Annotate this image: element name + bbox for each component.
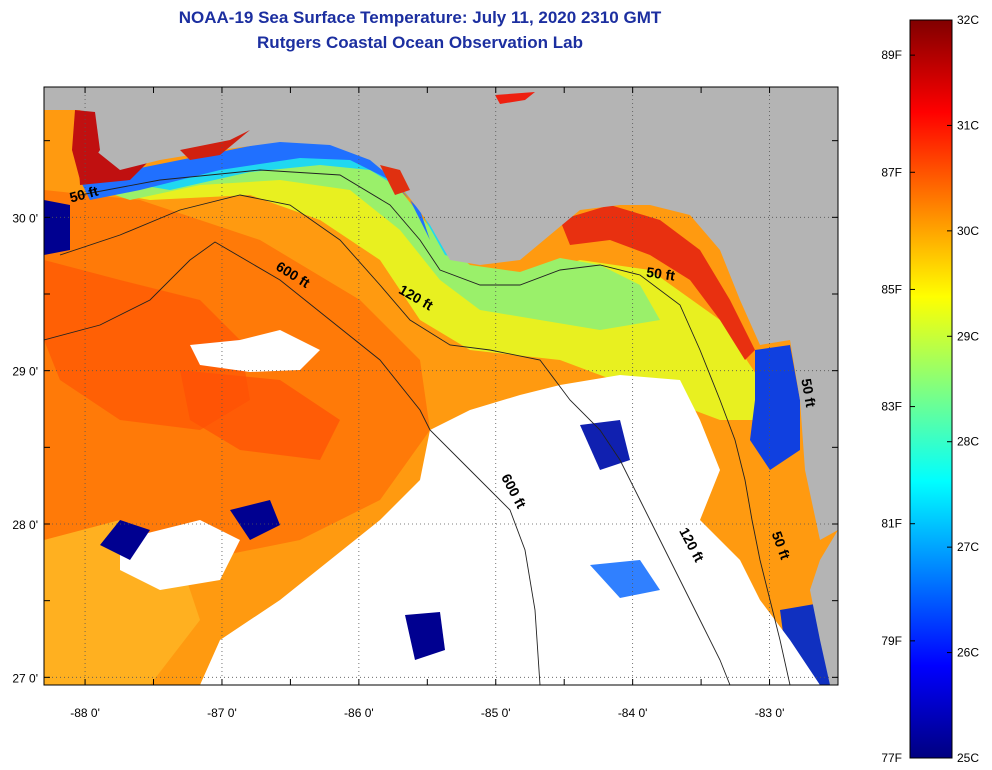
- cloud-edge-east: [580, 420, 630, 470]
- isobath-600ft: [44, 241, 541, 685]
- bay-mobile: [72, 110, 100, 180]
- colorbar-labels: 32C 31C 30C 29C 28C 27C 26C 25C 89F 87F 85F 83F 81F 7…: [881, 13, 979, 765]
- lon-tick-label: -87 0': [207, 706, 237, 720]
- celsius-label: 28C: [957, 435, 979, 449]
- bay-pensacola: [180, 130, 250, 160]
- contour-label: 50 ft: [798, 377, 819, 408]
- hot-strip-big-bend: [560, 205, 755, 360]
- chart-subtitle: Rutgers Coastal Ocean Observation Lab: [257, 33, 583, 52]
- celsius-label: 32C: [957, 13, 979, 27]
- fahrenheit-label: 81F: [881, 517, 902, 531]
- axis-ticks: -88 0' -87 0' -86 0' -85 0' -84 0' -83 0' 27 0…: [12, 87, 839, 720]
- contour-label: 50 ft: [645, 264, 676, 284]
- lon-tick-label: -85 0': [481, 706, 511, 720]
- bay-apalachicola: [380, 165, 410, 195]
- lon-tick-label: -86 0': [344, 706, 374, 720]
- celsius-label: 25C: [957, 751, 979, 765]
- isobath-50ft: [79, 169, 791, 685]
- cloud-edge-south: [405, 612, 445, 660]
- cloud-edge-southeast: [590, 560, 660, 598]
- fahrenheit-label: 77F: [881, 751, 902, 765]
- coastal-band-yellow: [90, 155, 770, 420]
- cloud-edge-center: [230, 500, 280, 540]
- cloud-mask-main: [200, 375, 820, 685]
- celsius-label: 26C: [957, 646, 979, 660]
- fahrenheit-label: 83F: [881, 400, 902, 414]
- cloud-edge-far-west: [44, 200, 70, 255]
- lat-tick-label: 30 0': [12, 211, 38, 225]
- celsius-label: 29C: [957, 329, 979, 343]
- cloud-edge-west: [100, 520, 150, 560]
- contour-label: 50 ft: [68, 183, 100, 206]
- land-north-coast: [44, 87, 838, 540]
- coastal-band-blue: [80, 140, 430, 240]
- land-southeast-coast: [810, 530, 838, 685]
- fahrenheit-label: 89F: [881, 48, 902, 62]
- fahrenheit-label: 79F: [881, 634, 902, 648]
- hot-region-central: [180, 370, 340, 460]
- celsius-label: 30C: [957, 224, 979, 238]
- map-frame: [43, 86, 839, 686]
- fahrenheit-label: 85F: [881, 282, 902, 296]
- lat-tick-label: 28 0': [12, 518, 38, 532]
- cloud-mask-north: [190, 330, 320, 372]
- lon-tick-label: -83 0': [755, 706, 785, 720]
- lon-tick-label: -88 0': [70, 706, 100, 720]
- cloud-mask-west: [120, 520, 240, 590]
- celsius-label: 31C: [957, 118, 979, 132]
- lat-tick-label: 29 0': [12, 365, 38, 379]
- lake-inland: [495, 92, 535, 104]
- lat-tick-label: 27 0': [12, 671, 38, 685]
- cool-region-east: [750, 345, 800, 470]
- colorbar-gradient: [909, 19, 953, 759]
- fahrenheit-label: 87F: [881, 165, 902, 179]
- graticule: [44, 87, 838, 685]
- chart-title: NOAA-19 Sea Surface Temperature: July 11…: [178, 8, 662, 27]
- isobath-120ft: [59, 194, 731, 685]
- celsius-label: 27C: [957, 540, 979, 554]
- lon-tick-label: -84 0': [618, 706, 648, 720]
